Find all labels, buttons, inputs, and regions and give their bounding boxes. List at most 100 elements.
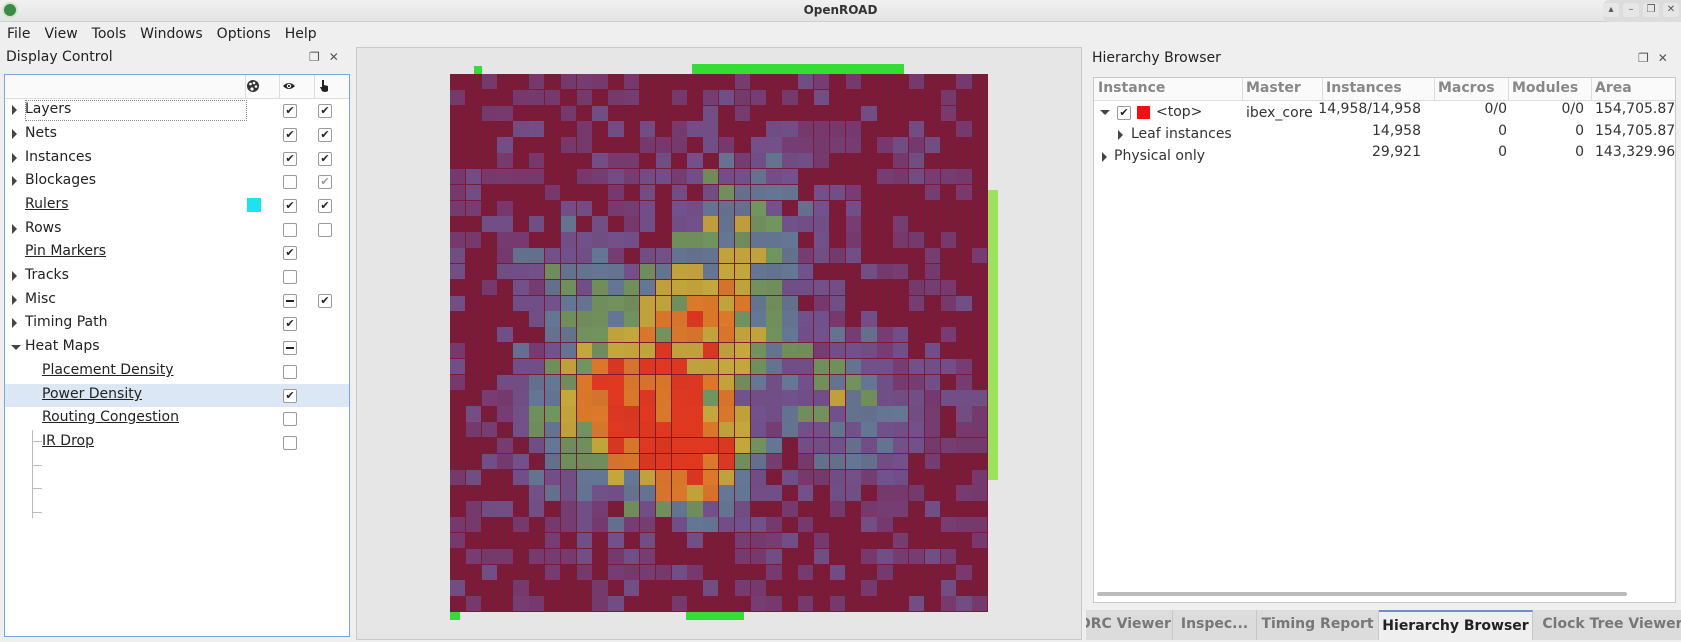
hierarchy-row-physical-only[interactable]: Physical only 29,921 0 0 143,329.96 bbox=[1094, 144, 1675, 168]
display-row-routing-congestion[interactable]: Routing Congestion bbox=[5, 407, 349, 430]
heatmap-cell bbox=[766, 248, 782, 264]
heatmap-cell bbox=[576, 437, 592, 454]
maximize-icon[interactable]: – bbox=[1623, 3, 1639, 17]
visible-checkbox[interactable]: ✔ bbox=[283, 104, 297, 118]
selectable-checkbox[interactable]: ✔ bbox=[318, 104, 332, 118]
heatmap-cell bbox=[924, 343, 941, 359]
close-panel-icon[interactable]: ✕ bbox=[1657, 51, 1668, 65]
column-header-master[interactable]: Master bbox=[1246, 80, 1301, 96]
display-row-rulers[interactable]: Rulers ✔ ✔ bbox=[5, 194, 349, 217]
column-header-instance[interactable]: Instance bbox=[1098, 80, 1166, 96]
expand-arrow-icon[interactable] bbox=[12, 105, 17, 115]
heatmap-cell bbox=[829, 279, 846, 296]
expand-arrow-icon[interactable] bbox=[12, 153, 17, 163]
display-row-layers[interactable]: Layers ✔ ✔ bbox=[5, 99, 349, 122]
visible-checkbox[interactable]: ✔ bbox=[283, 152, 297, 166]
display-row-pin-markers[interactable]: Pin Markers ✔ bbox=[5, 241, 349, 264]
visible-checkbox[interactable] bbox=[283, 294, 297, 308]
visible-checkbox[interactable]: ✔ bbox=[283, 389, 297, 403]
restore-icon[interactable]: ❐ bbox=[1643, 3, 1659, 17]
visible-checkbox[interactable]: ✔ bbox=[283, 128, 297, 142]
heatmap-cell bbox=[465, 517, 482, 533]
tab-timing-report[interactable]: Timing Report bbox=[1257, 610, 1379, 640]
expand-arrow-icon[interactable] bbox=[12, 271, 17, 281]
selectable-checkbox[interactable]: ✔ bbox=[318, 199, 332, 213]
visible-checkbox[interactable] bbox=[283, 436, 297, 450]
heatmap-cell bbox=[624, 422, 640, 438]
column-header-area[interactable]: Area bbox=[1595, 80, 1632, 96]
selectable-checkbox[interactable]: ✔ bbox=[318, 175, 332, 189]
expand-arrow-icon[interactable] bbox=[12, 176, 17, 186]
tab-hierarchy-browser[interactable]: Hierarchy Browser bbox=[1379, 610, 1533, 640]
display-row-heat-maps[interactable]: Heat Maps bbox=[5, 336, 349, 359]
visible-checkbox[interactable]: ✔ bbox=[283, 317, 297, 331]
collapse-arrow-icon[interactable] bbox=[11, 345, 21, 350]
visible-checkbox[interactable] bbox=[283, 412, 297, 426]
visible-checkbox[interactable] bbox=[283, 175, 297, 189]
visible-checkbox[interactable] bbox=[283, 223, 297, 237]
heatmap-cell bbox=[560, 548, 577, 565]
display-row-rows[interactable]: Rows bbox=[5, 218, 349, 241]
float-panel-icon[interactable]: ❐ bbox=[309, 50, 320, 64]
instance-color-swatch[interactable] bbox=[1137, 106, 1150, 119]
tab-drc-viewer[interactable]: DRC Viewer bbox=[1086, 610, 1173, 640]
display-row-placement-density[interactable]: Placement Density bbox=[5, 360, 349, 383]
display-row-timing-path[interactable]: Timing Path ✔ bbox=[5, 312, 349, 335]
visible-checkbox[interactable]: ✔ bbox=[283, 199, 297, 213]
display-row-ir-drop[interactable]: IR Drop bbox=[5, 431, 349, 454]
menu-options[interactable]: Options bbox=[216, 26, 271, 42]
expand-arrow-icon[interactable] bbox=[12, 129, 17, 139]
heatmap-cell bbox=[703, 248, 719, 264]
heatmap-cell bbox=[766, 121, 782, 137]
selectable-checkbox[interactable]: ✔ bbox=[318, 128, 332, 142]
heatmap-cell bbox=[624, 564, 640, 580]
display-row-blockages[interactable]: Blockages ✔ bbox=[5, 170, 349, 193]
heatmap-cell bbox=[529, 374, 545, 390]
expand-arrow-icon[interactable] bbox=[12, 224, 17, 234]
chip-layout-heatmap[interactable] bbox=[450, 74, 988, 612]
expand-arrow-icon[interactable] bbox=[1102, 152, 1107, 162]
heatmap-cell bbox=[877, 469, 893, 485]
expand-arrow-icon[interactable] bbox=[12, 318, 17, 328]
minimize-icon[interactable]: ▴ bbox=[1603, 3, 1619, 17]
heatmap-cell bbox=[829, 121, 846, 137]
hierarchy-row-leaf-instances[interactable]: Leaf instances 14,958 0 0 154,705.87 bbox=[1094, 123, 1675, 146]
heatmap-cell bbox=[861, 343, 877, 359]
column-header-instances[interactable]: Instances bbox=[1326, 80, 1402, 96]
menu-tools[interactable]: Tools bbox=[91, 26, 127, 42]
menu-file[interactable]: File bbox=[7, 26, 31, 42]
close-window-icon[interactable]: ✕ bbox=[1663, 3, 1679, 17]
selectable-checkbox[interactable]: ✔ bbox=[318, 294, 332, 308]
hierarchy-row-top[interactable]: ✔ <top> ibex_core 14,958/14,958 0/0 0/0 … bbox=[1094, 101, 1675, 124]
display-row-instances[interactable]: Instances ✔ ✔ bbox=[5, 147, 349, 170]
visible-checkbox[interactable]: ✔ bbox=[283, 246, 297, 260]
close-panel-icon[interactable]: ✕ bbox=[328, 50, 339, 64]
selectable-checkbox[interactable] bbox=[318, 223, 332, 237]
float-panel-icon[interactable]: ❐ bbox=[1638, 51, 1649, 65]
menu-help[interactable]: Help bbox=[284, 26, 317, 42]
tab-inspector[interactable]: Inspec... bbox=[1173, 610, 1257, 640]
expand-arrow-icon[interactable] bbox=[12, 295, 17, 305]
visible-checkbox[interactable] bbox=[283, 341, 297, 355]
horizontal-scrollbar[interactable] bbox=[1097, 592, 1627, 596]
column-header-macros[interactable]: Macros bbox=[1438, 80, 1495, 96]
ruler-color-swatch[interactable] bbox=[247, 198, 261, 212]
display-row-tracks[interactable]: Tracks bbox=[5, 265, 349, 288]
heatmap-cell bbox=[513, 121, 529, 137]
menu-view[interactable]: View bbox=[44, 26, 78, 42]
column-header-modules[interactable]: Modules bbox=[1512, 80, 1579, 96]
heatmap-cell bbox=[592, 153, 608, 169]
visible-checkbox[interactable]: ✔ bbox=[1117, 106, 1131, 120]
heatmap-cell bbox=[560, 216, 577, 232]
menu-windows[interactable]: Windows bbox=[140, 26, 203, 42]
tab-clock-tree-viewer[interactable]: Clock Tree Viewer bbox=[1533, 610, 1681, 640]
heatmap-cell bbox=[544, 390, 561, 406]
visible-checkbox[interactable] bbox=[283, 270, 297, 284]
expand-arrow-icon[interactable] bbox=[1118, 130, 1123, 140]
collapse-arrow-icon[interactable] bbox=[1100, 110, 1110, 115]
display-row-misc[interactable]: Misc ✔ bbox=[5, 289, 349, 312]
visible-checkbox[interactable] bbox=[283, 365, 297, 379]
display-row-nets[interactable]: Nets ✔ ✔ bbox=[5, 123, 349, 146]
selectable-checkbox[interactable]: ✔ bbox=[318, 152, 332, 166]
display-row-power-density[interactable]: Power Density ✔ bbox=[5, 384, 349, 407]
